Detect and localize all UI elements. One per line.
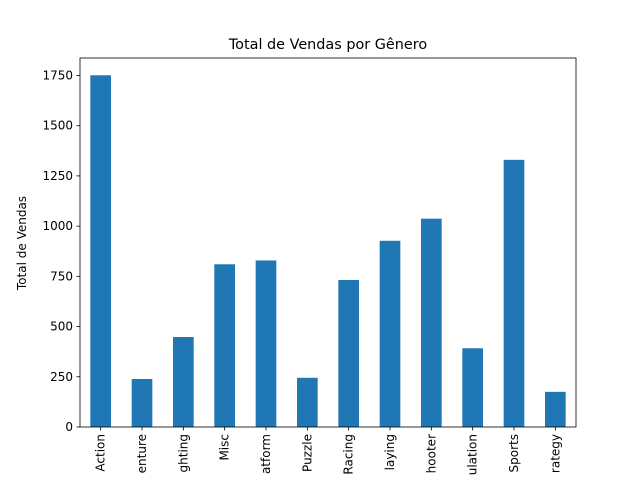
x-tick-label-shooter: hooter [424,434,438,473]
y-tick-label-250: 250 [50,370,73,384]
plot-frame [79,57,577,428]
bar-adventure [131,378,153,427]
x-tick-label-adventure: enture [135,434,149,473]
y-tick-label-0: 0 [65,420,73,434]
chart-title: Total de Vendas por Gênero [228,37,427,53]
bar-sports [503,159,525,427]
y-tick-label-1750: 1750 [42,68,73,82]
x-tick-label-strategy: rategy [548,434,562,473]
bar-role-playing [379,240,401,427]
x-tick-labels: Action enture ghting Misc atform Puzzle Racing… [94,434,563,475]
bar-platform [255,260,277,427]
y-tick-label-750: 750 [50,269,73,283]
y-tick-label-1250: 1250 [42,169,73,183]
x-tick-label-platform: atform [259,434,273,474]
plot-area: 0 250 500 750 1000 1250 1500 1750 Action enture gh… [42,57,577,475]
bar-misc [214,264,235,427]
bar-puzzle [297,377,318,427]
x-tick-label-sports: Sports [507,434,521,472]
bar-fighting [173,337,194,427]
bar-simulation [462,348,483,427]
x-tick-label-action: Action [94,434,108,472]
x-tick-label-racing: Racing [342,434,356,475]
y-tick-label-500: 500 [50,320,73,334]
x-tick-label-simulation: ulation [466,434,480,475]
x-tick-label-puzzle: Puzzle [300,434,314,472]
y-axis-label: Total de Vendas [15,196,29,291]
x-tick-label-fighting: ghting [176,434,190,472]
y-tick-label-1000: 1000 [42,219,73,233]
bar-action [90,75,111,428]
bar-racing [338,279,359,427]
x-tick-label-misc: Misc [218,434,232,461]
x-tick-label-role-playing: laying [383,434,397,470]
bar-strategy [545,391,566,427]
y-tick-label-1500: 1500 [42,119,73,133]
bar-shooter [421,218,442,427]
